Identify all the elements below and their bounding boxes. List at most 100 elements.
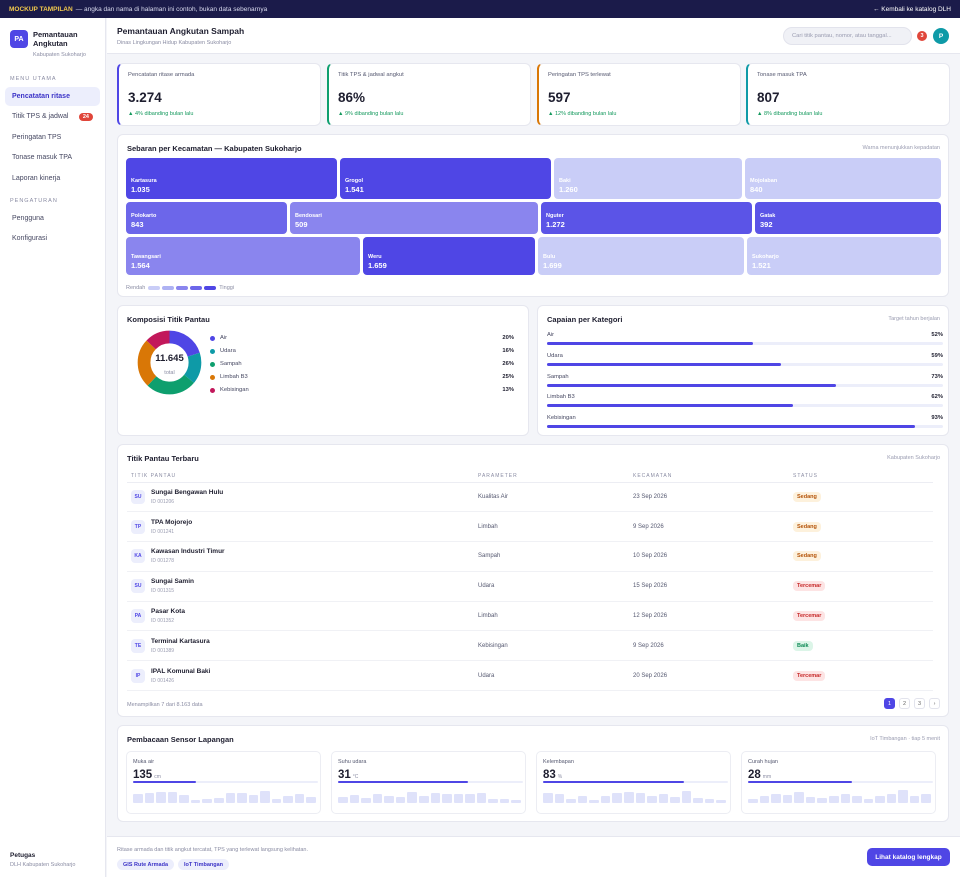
tile-value: 843 — [131, 220, 144, 229]
sensor-value: 83 — [543, 769, 556, 781]
treemap-tile-bulu[interactable]: Bulu 1.699 — [538, 237, 744, 275]
treemap-tile-polokarto[interactable]: Polokarto 843 — [126, 202, 287, 234]
sparkline-bar — [349, 794, 360, 803]
sensor-unit: °C — [352, 774, 359, 780]
sensor-unit: mm — [762, 774, 772, 780]
treemap-tile-kartasura[interactable]: Kartasura 1.035 — [126, 158, 337, 199]
achievement-note: Target tahun berjalan — [888, 316, 940, 322]
progress-kebisingan: Kebisingan 93% — [547, 415, 943, 428]
brand-subtitle: Kabupaten Sukoharjo — [33, 51, 86, 58]
treemap-tile-sukoharjo[interactable]: Sukoharjo 1.521 — [747, 237, 941, 275]
sidebar-item-pengguna[interactable]: Pengguna — [5, 209, 100, 228]
sensor-level-track — [133, 781, 318, 783]
sparkline-bar — [179, 794, 189, 803]
page-footer: Ritase armada dan titik angkut tercatat,… — [107, 836, 960, 877]
search-input[interactable] — [783, 27, 912, 45]
sensor-label: Muka air — [133, 759, 155, 765]
progress-label: Kebisingan — [547, 415, 576, 421]
parameter-cell: Kualitas Air — [478, 482, 633, 513]
progress-fill — [547, 363, 781, 366]
treemap-tile-weru[interactable]: Weru 1.659 — [363, 237, 535, 275]
sensor-sparkline — [338, 788, 523, 803]
table-row[interactable]: SU Sungai Bengawan Hulu ID 001206 Kualitas… — [127, 482, 933, 513]
sparkline-bar — [465, 793, 475, 803]
sensor-note: IoT Timbangan · tiap 5 menit — [870, 736, 940, 742]
table-row[interactable]: KA Kawasan Industri Timur ID 001278 Sampah… — [127, 541, 933, 572]
sparkline-bar — [577, 795, 588, 803]
point-cell: SU Sungai Bengawan Hulu ID 001206 — [127, 489, 478, 505]
progress-label: Limbah B3 — [547, 394, 575, 400]
sparkline-bar — [407, 792, 417, 803]
sparkline-bar — [294, 794, 305, 803]
latest-points-card: Titik Pantau Terbaru Kabupaten Sukoharjo… — [117, 444, 949, 717]
sidebar-item-ritase[interactable]: Pencatatan ritase — [5, 86, 100, 106]
legend-pct: 13% — [502, 387, 514, 393]
treemap-tile-mojolaban[interactable]: Mojolaban 840 — [745, 158, 941, 199]
treemap-tile-nguter[interactable]: Nguter 1.272 — [541, 202, 752, 234]
legend-pct: 26% — [502, 361, 514, 367]
kpi-label: Tonase masuk TPA — [757, 72, 807, 78]
treemap-tile-gatak[interactable]: Gatak 392 — [755, 202, 941, 234]
progress-air: Air 52% — [547, 332, 943, 345]
status-badge: Tercemar — [793, 581, 826, 592]
table-row[interactable]: TE Terminal Kartasura ID 001389 Kebisingan… — [127, 630, 933, 662]
date-cell: 20 Sep 2026 — [633, 660, 793, 692]
view-catalog-button[interactable]: Lihat katalog lengkap — [867, 848, 950, 866]
column-header: PARAMETER — [478, 470, 633, 483]
sparkline-bar — [658, 794, 669, 803]
sidebar-item-tonase[interactable]: Tonase masuk TPA — [5, 148, 100, 167]
table-row[interactable]: PA Pasar Kota ID 001352 Limbah 12 Sep 2026… — [127, 601, 933, 632]
tile-value: 509 — [295, 220, 308, 229]
treemap-tile-bendosari[interactable]: Bendosari 509 — [290, 202, 538, 234]
table-row[interactable]: IP IPAL Komunal Baki ID 001426 Udara 20 Se… — [127, 660, 933, 692]
next-page-button[interactable]: › — [929, 698, 940, 709]
treemap-tile-grogol[interactable]: Grogol 1.541 — [340, 158, 551, 199]
status-badge: Sedang — [793, 491, 821, 502]
page-button-1[interactable]: 1 — [884, 698, 895, 709]
legend-item-kebisingan: Kebisingan 13% — [210, 385, 514, 395]
table-row[interactable]: SU Sungai Samin ID 001315 Udara 15 Sep 202… — [127, 571, 933, 602]
legend-high-label: Tinggi — [219, 285, 235, 291]
page-button-2[interactable]: 2 — [899, 698, 910, 709]
date-cell: 10 Sep 2026 — [633, 541, 793, 572]
tile-value: 1.521 — [752, 261, 771, 270]
sparkline-bar — [543, 792, 553, 803]
sensor-card-suhu-udara: Suhu udara 31 °C — [331, 751, 526, 814]
sparkline-bar — [237, 792, 247, 803]
page-button-3[interactable]: 3 — [914, 698, 925, 709]
point-cell: KA Kawasan Industri Timur ID 001278 — [127, 548, 478, 564]
sensor-sparkline — [133, 788, 318, 803]
legend-label: Udara — [220, 348, 236, 354]
kpi-delta: ▲ 12% dibanding bulan lalu — [548, 111, 617, 117]
sparkline-bar — [225, 792, 236, 803]
sidebar-item-konfigurasi[interactable]: Konfigurasi — [5, 229, 100, 248]
point-initials: SU — [131, 579, 145, 594]
progress-fill — [547, 384, 837, 387]
notification-badge[interactable]: 3 — [917, 31, 927, 41]
back-to-catalog-link[interactable]: ← Kembali ke katalog DLH — [872, 5, 951, 13]
sensor-level-fill — [543, 781, 684, 783]
progress-pct: 73% — [931, 374, 943, 380]
parameter-cell: Kebisingan — [478, 630, 633, 662]
tile-value: 392 — [760, 220, 773, 229]
treemap-tile-baki[interactable]: Baki 1.260 — [554, 158, 742, 199]
sidebar-item-peringatan[interactable]: Peringatan TPS — [5, 128, 100, 147]
chip-gis-rute-armada[interactable]: GIS Rute Armada — [117, 859, 175, 870]
sidebar-item-laporan[interactable]: Laporan kinerja — [5, 169, 100, 188]
point-cell: TE Terminal Kartasura ID 001389 — [127, 638, 478, 654]
user-unit: DLH Kabupaten Sukoharjo — [10, 862, 76, 868]
legend-dot — [210, 348, 215, 354]
point-id: ID 001206 — [151, 498, 175, 505]
tile-value: 840 — [750, 185, 763, 194]
point-id: ID 001278 — [151, 558, 175, 565]
sparkline-bar — [817, 797, 827, 803]
column-header: TITIK PANTAU — [127, 470, 478, 483]
avatar[interactable]: P — [933, 28, 949, 44]
sidebar-item-tps-jadwal[interactable]: Titik TPS & jadwal 24 — [5, 107, 100, 126]
sensor-card-kelembapan: Kelembapan 83% — [536, 751, 731, 814]
point-initials: IP — [131, 668, 145, 683]
treemap-tile-tawangsari[interactable]: Tawangsari 1.564 — [126, 237, 360, 275]
achievement-title: Capaian per Kategori — [547, 315, 623, 324]
chip-iot-timbangan[interactable]: IoT Timbangan — [178, 859, 230, 870]
table-row[interactable]: TP TPA Mojorejo ID 001241 Limbah 9 Sep 202… — [127, 511, 933, 543]
